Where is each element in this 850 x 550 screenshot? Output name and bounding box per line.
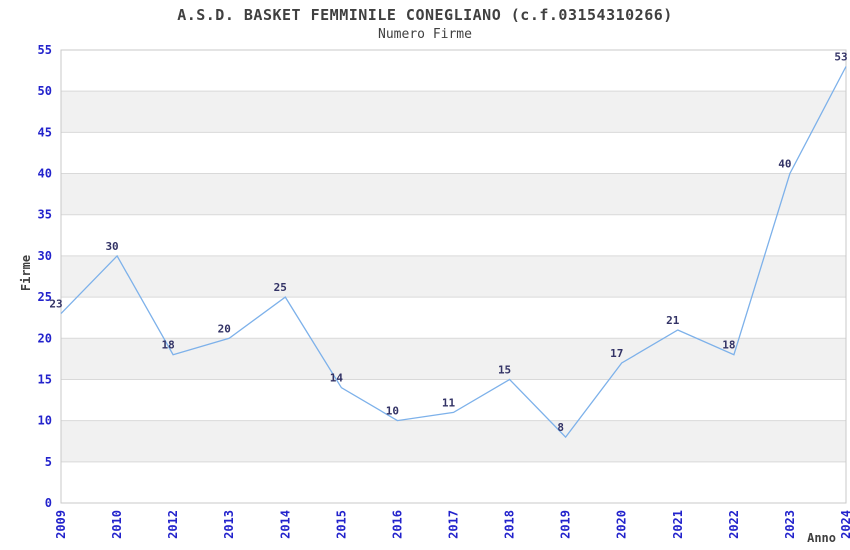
x-tick-label: 2017 (447, 510, 461, 539)
plot-band (61, 338, 846, 380)
data-label: 14 (330, 372, 344, 385)
y-tick-label: 5 (45, 455, 52, 469)
data-label: 21 (666, 314, 680, 327)
data-label: 25 (274, 281, 287, 294)
y-tick-label: 30 (38, 249, 52, 263)
data-label: 20 (218, 322, 231, 335)
x-tick-label: 2022 (727, 510, 741, 539)
x-tick-label: 2009 (54, 510, 68, 539)
y-tick-label: 50 (38, 84, 52, 98)
data-label: 15 (498, 363, 511, 376)
data-label: 53 (834, 50, 847, 63)
plot-border (60, 49, 847, 504)
chart-subtitle: Numero Firme (378, 27, 472, 42)
x-tick-label: 2018 (503, 510, 517, 539)
x-tick-label: 2015 (334, 510, 348, 539)
chart-title: A.S.D. BASKET FEMMINILE CONEGLIANO (c.f.… (177, 6, 673, 24)
x-tick-label: 2024 (839, 510, 850, 539)
y-tick-label: 20 (38, 331, 52, 345)
x-axis-title: Anno (807, 531, 836, 545)
data-label: 40 (778, 158, 791, 171)
plot-band (61, 420, 846, 462)
plot-band (61, 173, 846, 215)
data-label: 18 (162, 339, 175, 352)
x-tick-label: 2014 (278, 510, 292, 539)
data-label: 17 (610, 347, 623, 360)
plot-band (61, 91, 846, 133)
x-tick-label: 2021 (671, 510, 685, 539)
data-label: 11 (442, 396, 456, 409)
x-tick-label: 2013 (222, 510, 236, 539)
y-tick-label: 25 (38, 290, 52, 304)
y-tick-label: 35 (38, 208, 52, 222)
data-label: 30 (105, 240, 118, 253)
x-tick-label: 2020 (615, 510, 629, 539)
data-label: 18 (722, 339, 735, 352)
x-tick-label: 2016 (390, 510, 404, 539)
data-label: 8 (557, 421, 564, 434)
y-tick-label: 0 (45, 496, 52, 510)
plot-band (61, 255, 846, 298)
data-label: 23 (49, 298, 62, 311)
x-tick-label: 2012 (166, 510, 180, 539)
data-line (60, 66, 847, 439)
y-tick-label: 15 (38, 372, 52, 386)
data-label: 10 (386, 405, 399, 418)
x-tick-label: 2019 (559, 510, 573, 539)
y-tick-label: 45 (38, 125, 52, 139)
x-tick-label: 2010 (110, 510, 124, 539)
y-tick-label: 40 (38, 167, 52, 181)
y-tick-label: 10 (38, 414, 52, 428)
y-tick-label: 55 (38, 43, 52, 57)
x-tick-label: 2023 (783, 510, 797, 539)
